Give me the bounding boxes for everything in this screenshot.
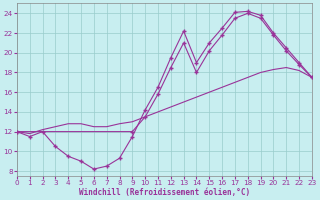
X-axis label: Windchill (Refroidissement éolien,°C): Windchill (Refroidissement éolien,°C) [79, 188, 250, 197]
